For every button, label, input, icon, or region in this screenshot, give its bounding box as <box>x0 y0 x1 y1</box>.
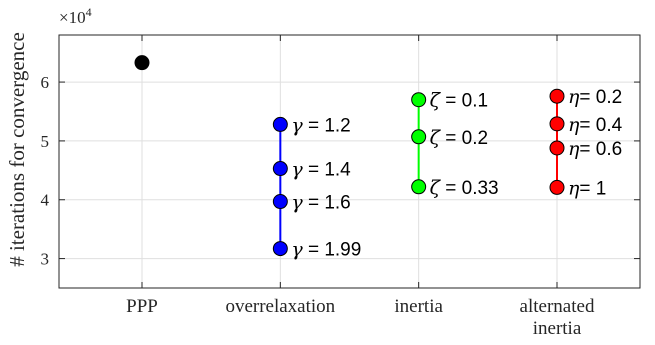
plot-frame <box>58 34 641 289</box>
param-symbol: η <box>568 177 580 199</box>
y-exponent-label: ×104 <box>59 5 92 27</box>
param-value: = 0.33 <box>440 178 499 199</box>
param-value: = 1.2 <box>303 115 351 136</box>
series: γ = 1.2γ = 1.4γ = 1.6γ = 1.99 <box>272 114 361 261</box>
y-exponent-power: 4 <box>86 5 92 19</box>
data-point-label: γ = 1.4 <box>291 159 351 181</box>
data-point <box>549 116 565 132</box>
param-symbol: γ <box>291 192 303 214</box>
param-value: = 0.4 <box>579 115 622 136</box>
param-value: = 1 <box>579 178 606 199</box>
data-point <box>549 88 565 104</box>
data-point <box>411 129 427 145</box>
y-tick-label: 6 <box>41 73 50 92</box>
data-point <box>411 92 427 108</box>
y-tick-label: 3 <box>41 250 50 269</box>
y-axis-label: # iterations for convergence <box>5 32 29 267</box>
param-symbol: ζ <box>430 127 442 149</box>
data-point-label: γ = 1.6 <box>291 192 350 214</box>
param-symbol: γ <box>291 114 303 136</box>
param-value: = 0.2 <box>579 87 622 108</box>
param-symbol: η <box>568 86 580 108</box>
x-category-label: inertia <box>394 296 443 317</box>
x-category-label: alternated <box>520 296 595 317</box>
data-point <box>411 179 427 195</box>
series: η= 0.2η= 0.4η= 0.6η= 1 <box>549 86 623 199</box>
data-point <box>134 55 150 71</box>
param-value: = 1.4 <box>303 160 351 181</box>
param-value: = 1.99 <box>303 240 362 261</box>
data-point <box>549 140 565 156</box>
param-symbol: η <box>568 114 580 136</box>
data-point-label: ζ = 0.1 <box>430 90 488 112</box>
data-point <box>272 241 288 257</box>
data-point-label: ζ = 0.2 <box>430 127 488 149</box>
param-value: = 0.1 <box>440 91 488 112</box>
data-point <box>272 161 288 177</box>
y-tick-label: 5 <box>41 132 50 151</box>
x-category-label: inertia <box>533 318 582 339</box>
data-point-label: η= 1 <box>568 177 606 199</box>
data-point-label: γ = 1.2 <box>291 114 350 136</box>
data-point-label: η= 0.6 <box>568 138 622 160</box>
y-ticks: 3 4 5 6 <box>41 35 640 288</box>
x-category-label: PPP <box>126 296 158 317</box>
data-point-label: γ = 1.99 <box>291 239 361 261</box>
param-value: = 0.2 <box>440 128 488 149</box>
x-category-label: overrelaxation <box>225 296 335 317</box>
data-point-label: η= 0.2 <box>568 86 622 108</box>
param-symbol: γ <box>291 159 303 181</box>
data-point-label: ζ = 0.33 <box>430 177 499 199</box>
y-tick-label: 4 <box>41 191 50 210</box>
data-point <box>549 179 565 195</box>
param-value: = 1.6 <box>303 193 351 214</box>
param-value: = 0.6 <box>579 139 622 160</box>
data-point-label: η= 0.4 <box>568 114 623 136</box>
param-symbol: η <box>568 138 580 160</box>
series-layer: γ = 1.2γ = 1.4γ = 1.6γ = 1.99ζ = 0.1ζ = … <box>134 55 623 261</box>
y-exponent-base: ×10 <box>59 8 86 27</box>
param-symbol: γ <box>291 239 303 261</box>
data-point <box>272 116 288 132</box>
data-point <box>272 194 288 210</box>
series: ζ = 0.1ζ = 0.2ζ = 0.33 <box>411 90 499 199</box>
x-categories: PPP overrelaxation inertia alternatedinerti… <box>126 296 595 339</box>
series <box>134 55 150 71</box>
param-symbol: ζ <box>430 90 442 112</box>
param-symbol: ζ <box>430 177 442 199</box>
